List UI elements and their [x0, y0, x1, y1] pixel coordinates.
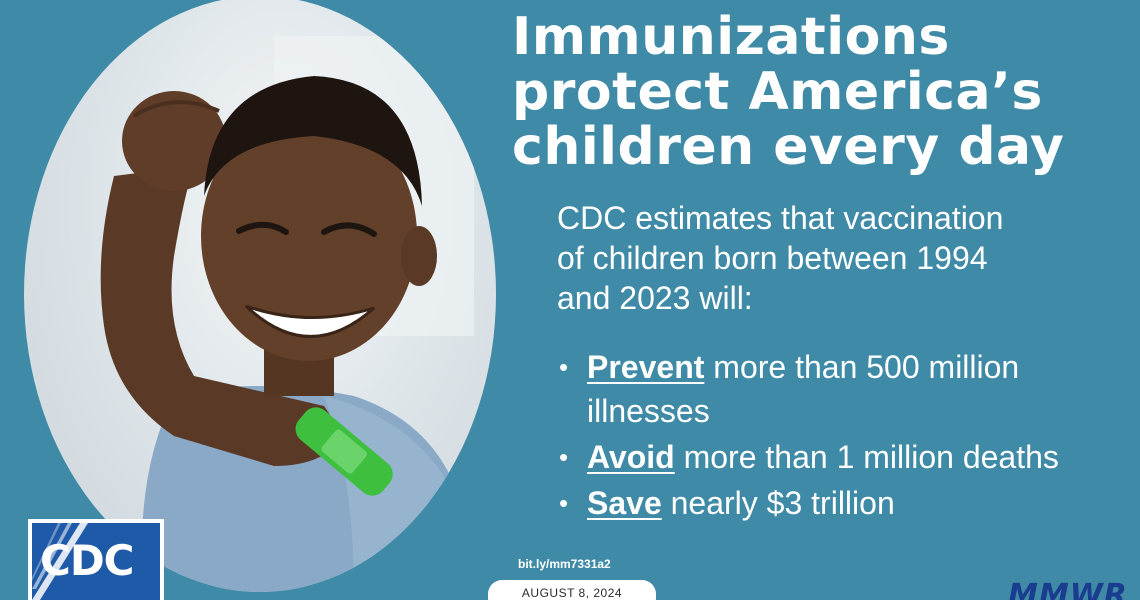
- list-item: Prevent more than 500 million illnesses: [557, 345, 1127, 433]
- headline-line-3: children every day: [512, 117, 1065, 177]
- intro-line-1: CDC estimates that vaccination: [557, 200, 1004, 236]
- benefits-list: Prevent more than 500 million illnesses …: [557, 345, 1127, 525]
- mmwr-logo: MMWR: [1008, 578, 1128, 600]
- date-badge: AUGUST 8, 2024: [488, 580, 656, 600]
- bullet-text-prevent: more than 500 million: [704, 349, 1020, 385]
- headline: Immunizations protect America’s children…: [512, 10, 1132, 175]
- list-item: Avoid more than 1 million deaths: [557, 435, 1127, 479]
- child-flexing-photo: [24, 0, 496, 592]
- bullet-keyword-prevent: Prevent: [587, 349, 705, 385]
- headline-line-1: Immunizations: [512, 7, 950, 67]
- bullet-keyword-avoid: Avoid: [587, 439, 675, 475]
- bullet-text-save: nearly $3 trillion: [661, 485, 895, 521]
- bullet-text-avoid: more than 1 million deaths: [674, 439, 1059, 475]
- intro-line-2: of children born between 1994: [557, 240, 988, 276]
- intro-line-3: and 2023 will:: [557, 280, 753, 316]
- cdc-logo-icon: [28, 519, 164, 600]
- intro-paragraph: CDC estimates that vaccination of childr…: [557, 198, 1117, 318]
- list-item: Save nearly $3 trillion: [557, 481, 1127, 525]
- child-illustration-icon: [100, 36, 496, 592]
- short-link[interactable]: bit.ly/mm7331a2: [518, 557, 611, 571]
- bullet-text-prevent-cont: illnesses: [587, 393, 710, 429]
- cdc-logo-text: CDC: [40, 536, 135, 585]
- bullet-keyword-save: Save: [587, 485, 662, 521]
- headline-line-2: protect America’s: [512, 62, 1043, 122]
